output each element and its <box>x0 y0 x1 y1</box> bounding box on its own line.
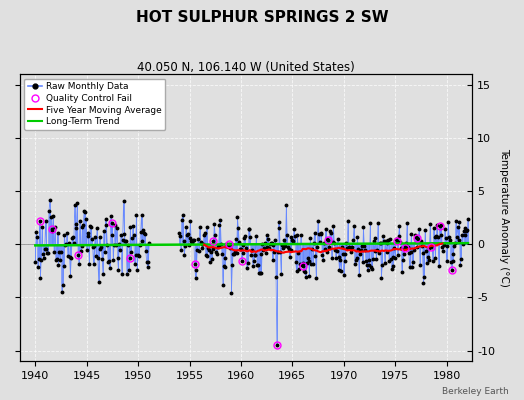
Legend: Raw Monthly Data, Quality Control Fail, Five Year Moving Average, Long-Term Tren: Raw Monthly Data, Quality Control Fail, … <box>25 78 166 130</box>
Text: Berkeley Earth: Berkeley Earth <box>442 387 508 396</box>
Y-axis label: Temperature Anomaly (°C): Temperature Anomaly (°C) <box>499 148 509 287</box>
Title: 40.050 N, 106.140 W (United States): 40.050 N, 106.140 W (United States) <box>137 61 355 74</box>
Text: HOT SULPHUR SPRINGS 2 SW: HOT SULPHUR SPRINGS 2 SW <box>136 10 388 25</box>
